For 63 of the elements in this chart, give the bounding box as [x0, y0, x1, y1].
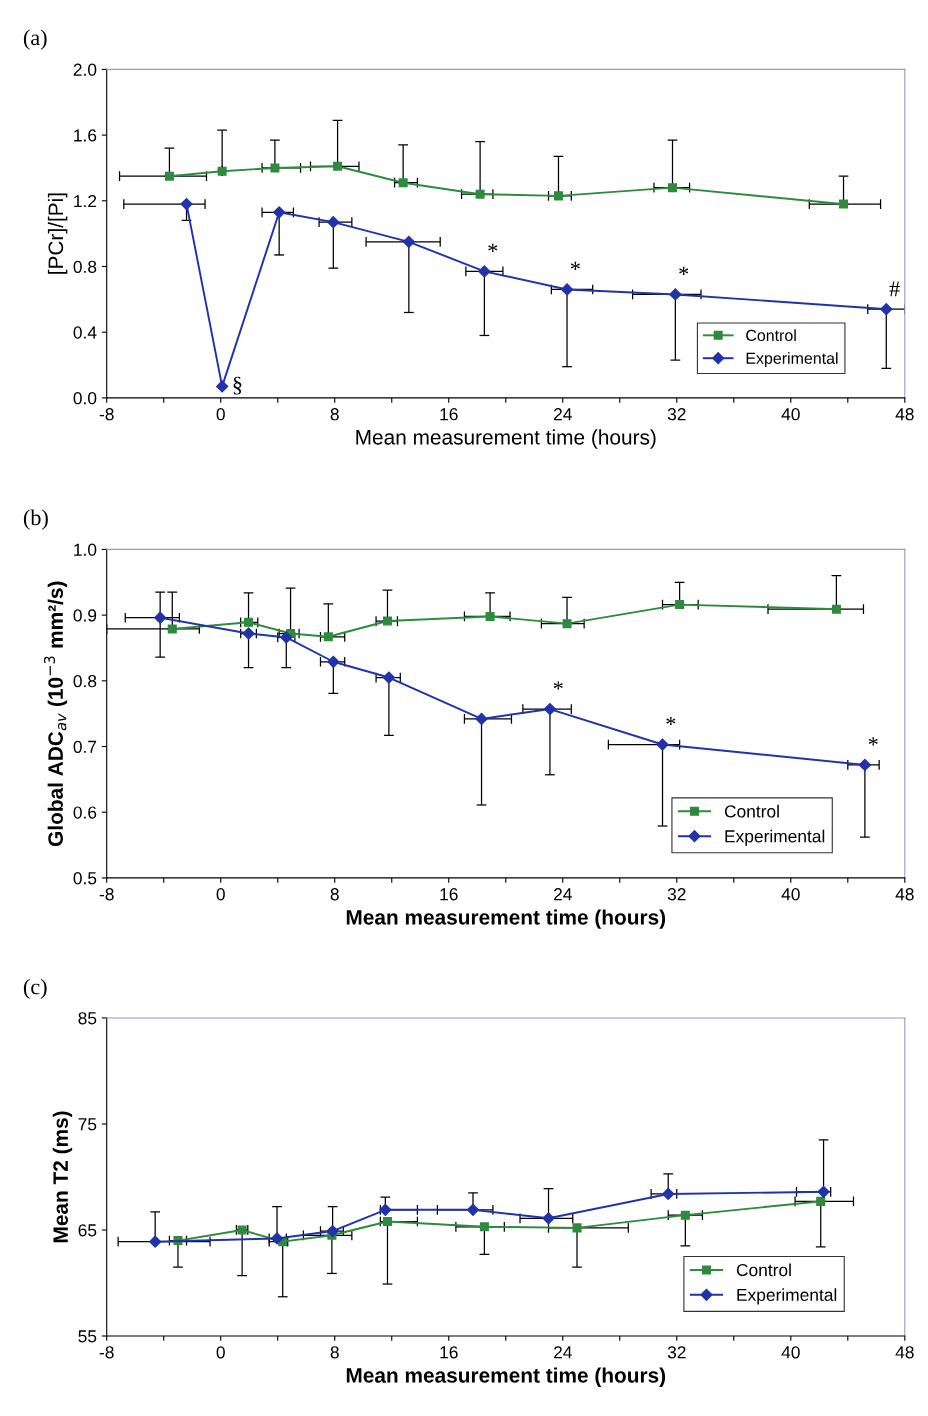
x-tick-label: 16: [440, 1346, 458, 1359]
x-tick-label: 24: [553, 408, 572, 421]
y-tick-label: 55: [78, 1330, 97, 1343]
legend-label: Control: [746, 329, 796, 342]
y-axis-title: Mean T2 (ms): [52, 1111, 73, 1243]
y-tick-label: 65: [78, 1224, 97, 1237]
x-tick-label: 8: [330, 888, 339, 901]
x-tick-label: 48: [895, 408, 914, 421]
x-tick-label: 8: [330, 1346, 339, 1359]
annotation: *: [679, 266, 689, 275]
y-tick-label: 1.2: [74, 194, 97, 208]
x-tick-label: 40: [781, 1346, 800, 1359]
y-tick-label: 1.6: [74, 129, 97, 142]
x-tick-label: 16: [440, 408, 458, 421]
x-axis-title: Mean measurement time (hours): [356, 429, 656, 449]
chart-title: (c): [23, 978, 47, 999]
x-tick-label: -8: [99, 408, 114, 421]
legend-label: Experimental: [725, 829, 825, 846]
legend-label: Experimental: [737, 1288, 837, 1305]
x-tick-label: -8: [99, 888, 114, 901]
y-tick-label: 0.7: [73, 740, 97, 753]
y-tick-label: 75: [78, 1118, 97, 1131]
y-tick-label: 2.0: [73, 63, 97, 76]
x-tick-label: 40: [781, 888, 800, 901]
annotation: #: [889, 281, 900, 297]
chart-title: (b): [23, 509, 48, 530]
annotation: *: [488, 243, 498, 252]
y-tick-label: 0.8: [73, 260, 97, 273]
y-tick-label: 1.0: [74, 543, 97, 556]
y-tick-label: 0.5: [73, 872, 97, 885]
legend-label: Experimental: [746, 352, 838, 368]
y-axis-title: [PCr]/[Pi]: [47, 193, 68, 274]
chart-title: (a): [23, 29, 47, 50]
x-tick-label: 40: [781, 408, 800, 421]
x-tick-label: 0: [216, 888, 225, 901]
x-tick-label: 32: [667, 408, 686, 421]
legend-label: Control: [724, 804, 779, 818]
y-tick-label: 0.9: [73, 609, 97, 622]
x-axis-title: Mean measurement time (hours): [346, 1367, 666, 1387]
annotation: *: [868, 737, 878, 746]
x-tick-label: 48: [895, 888, 914, 901]
annotation: *: [666, 716, 676, 726]
y-axis-title: Global ADC$_{av}$ (10$^{−3}$ mm²/s): [43, 581, 68, 847]
y-tick-label: 85: [78, 1012, 97, 1025]
y-tick-label: 0.6: [73, 806, 97, 819]
x-tick-label: 24: [553, 888, 572, 901]
x-tick-label: 32: [667, 888, 686, 901]
x-tick-label: 48: [895, 1346, 914, 1359]
x-axis-title: Mean measurement time (hours): [346, 909, 666, 929]
x-tick-label: 8: [330, 408, 339, 421]
x-tick-label: 24: [553, 1346, 572, 1359]
x-tick-label: 16: [440, 888, 458, 901]
x-tick-label: 0: [216, 408, 225, 421]
x-tick-label: -8: [99, 1346, 114, 1359]
annotation: §: [233, 376, 242, 395]
legend-label: Control: [736, 1263, 791, 1277]
annotation: *: [553, 681, 563, 690]
annotation: *: [570, 261, 580, 271]
y-tick-label: 0.4: [73, 326, 97, 339]
y-tick-label: 0.0: [73, 392, 97, 405]
x-tick-label: 0: [216, 1346, 225, 1359]
y-tick-label: 0.8: [73, 674, 97, 688]
x-tick-label: 32: [667, 1346, 686, 1359]
